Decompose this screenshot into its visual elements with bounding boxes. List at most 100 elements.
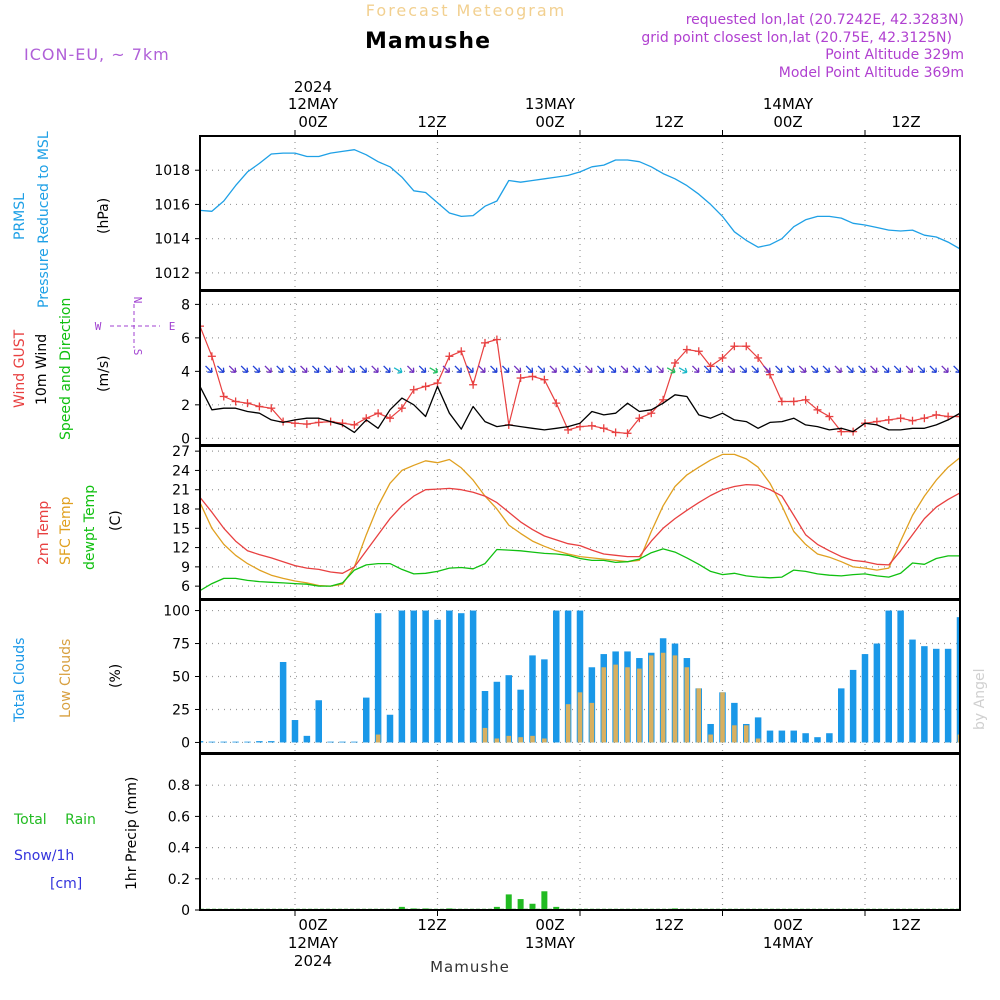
low-cloud-bar: [506, 735, 512, 743]
bottom-time-axis: 00Z 12MAY 2024 12Z 00Z 13MAY 12Z 00Z 14M…: [288, 916, 921, 970]
wind-arrow-shaft: [418, 365, 427, 373]
low-cloud-bar: [542, 738, 547, 743]
wind-arrow-head-b: [884, 371, 889, 373]
wind-arrow-shaft: [501, 365, 510, 373]
total-cloud-bar: [909, 639, 916, 743]
wind-arrow-shaft: [371, 365, 379, 373]
total-cloud-bar: [244, 741, 251, 743]
wind-arrow-shaft: [798, 365, 807, 373]
wind-arrow-head-b: [646, 371, 652, 373]
wind-arrow-head-a: [602, 367, 605, 373]
wind-arrow-head-b: [361, 371, 367, 373]
wind-arrow-shaft: [905, 365, 913, 373]
precip-ytick-label: 0: [181, 903, 190, 919]
wind-arrow-head-b: [587, 371, 592, 373]
wind-direction-arrow: [763, 365, 771, 373]
wind-direction-arrow: [490, 365, 498, 373]
low-cloud-bar: [957, 734, 960, 743]
wind-arrow-shaft: [929, 365, 937, 373]
wind-arrow-head-a: [270, 367, 272, 373]
top-date-13may: 13MAY: [525, 95, 576, 113]
wind-arrow-head-b: [777, 371, 782, 373]
low-cloud-bar: [518, 737, 523, 743]
wind-arrow-head-b: [670, 371, 676, 374]
wind-arrow-shaft: [359, 365, 367, 373]
wind-arrow-head-b: [290, 371, 296, 373]
total-cloud-bar: [232, 741, 239, 743]
top-tick-00z-3: 00Z: [773, 113, 802, 131]
wind-direction-arrow: [846, 365, 854, 373]
total-cloud-bar: [200, 741, 204, 743]
total-cloud-bar: [291, 720, 299, 743]
wind-speed-line: [200, 385, 960, 434]
wind-arrow-shaft: [406, 365, 415, 373]
gust-marker: [160, 299, 168, 307]
wind-direction-arrow: [454, 365, 462, 373]
temperature-ytick-label: 27: [172, 444, 190, 460]
low-cloud-bar: [375, 734, 381, 743]
wind-direction-arrow: [371, 365, 379, 373]
precip-unit: 1hr Precip (mm): [124, 777, 140, 890]
wind-arrow-shaft: [205, 365, 213, 373]
low-cloud-bar: [613, 664, 618, 743]
rain-bar: [529, 903, 536, 910]
model-altitude: Model Point Altitude 369m: [779, 65, 964, 81]
wind-arrow-head-b: [872, 371, 877, 373]
wind-arrow-shaft: [834, 365, 842, 373]
wind-arrow-shaft: [775, 365, 783, 373]
wind-arrow-shaft: [666, 367, 676, 373]
wind-direction-arrow: [252, 365, 261, 373]
wind-arrow-head-a: [768, 367, 771, 373]
wind-direction-arrow: [975, 364, 986, 375]
gust-marker: [611, 428, 620, 437]
wind-arrow-shaft: [157, 368, 165, 373]
wind-direction-arrow: [596, 365, 605, 373]
sfc-temp-line: [200, 453, 960, 587]
wind-arrow-head-a: [935, 367, 937, 373]
low-cloud-bar: [684, 667, 690, 743]
wind-arrow-head-a: [353, 367, 356, 373]
total-cloud-bar: [279, 661, 287, 743]
wind-arrow-head-b: [325, 371, 331, 373]
pressure-unit: (hPa): [96, 198, 112, 234]
wind-arrow-head-b: [349, 371, 355, 373]
wind-arrow-head-a: [923, 367, 926, 373]
wind-direction-arrow: [775, 365, 783, 373]
wind-arrow-head-b: [456, 371, 462, 373]
wind-arrow-head-b: [207, 371, 212, 373]
wind-arrow-head-b: [729, 371, 735, 373]
top-date-14may: 14MAY: [763, 95, 814, 113]
precip-ytick-label: 0.4: [168, 841, 190, 857]
wind-arrow-head-a: [745, 367, 747, 373]
wind-arrow-head-b: [527, 371, 533, 373]
total-cloud-bar: [885, 610, 892, 743]
temperature-ytick-label: 6: [181, 579, 190, 595]
clouds-ytick-label: 100: [163, 604, 190, 620]
wind-arrow-head-b: [337, 371, 343, 373]
wind-arrow-head-a: [614, 367, 617, 373]
gust-marker: [992, 327, 1000, 335]
wind-arrow-head-a: [969, 368, 974, 372]
wind-arrow-head-a: [816, 367, 819, 373]
grid-point-coords: grid point closest lon,lat (20.75E, 42.3…: [641, 30, 952, 46]
gust-marker: [362, 414, 371, 423]
gust-marker: [587, 421, 596, 430]
gust-marker: [200, 322, 204, 331]
wind-direction-arrow: [917, 365, 926, 373]
total-cloud-bar: [731, 702, 738, 743]
wind-arrow-shaft: [240, 365, 248, 373]
wind-arrow-shaft: [466, 365, 474, 373]
wind-arrow-shaft: [858, 365, 866, 373]
bottom-tick-12z-1: 12Z: [417, 916, 446, 934]
wind-arrow-head-a: [388, 367, 391, 373]
wind-arrow-head-a: [638, 367, 641, 373]
wind-gust-label: Wind GUST: [12, 329, 28, 408]
wind-arrow-head-b: [420, 371, 426, 373]
wind-direction-arrow: [335, 365, 344, 373]
gust-marker: [896, 414, 905, 423]
wind-arrow-head-a: [210, 367, 213, 373]
temperature-plot: [200, 453, 960, 592]
top-tick-12z-1: 12Z: [417, 113, 446, 131]
total-cloud-bar: [553, 610, 560, 743]
wind-arrow-head-b: [302, 371, 307, 373]
